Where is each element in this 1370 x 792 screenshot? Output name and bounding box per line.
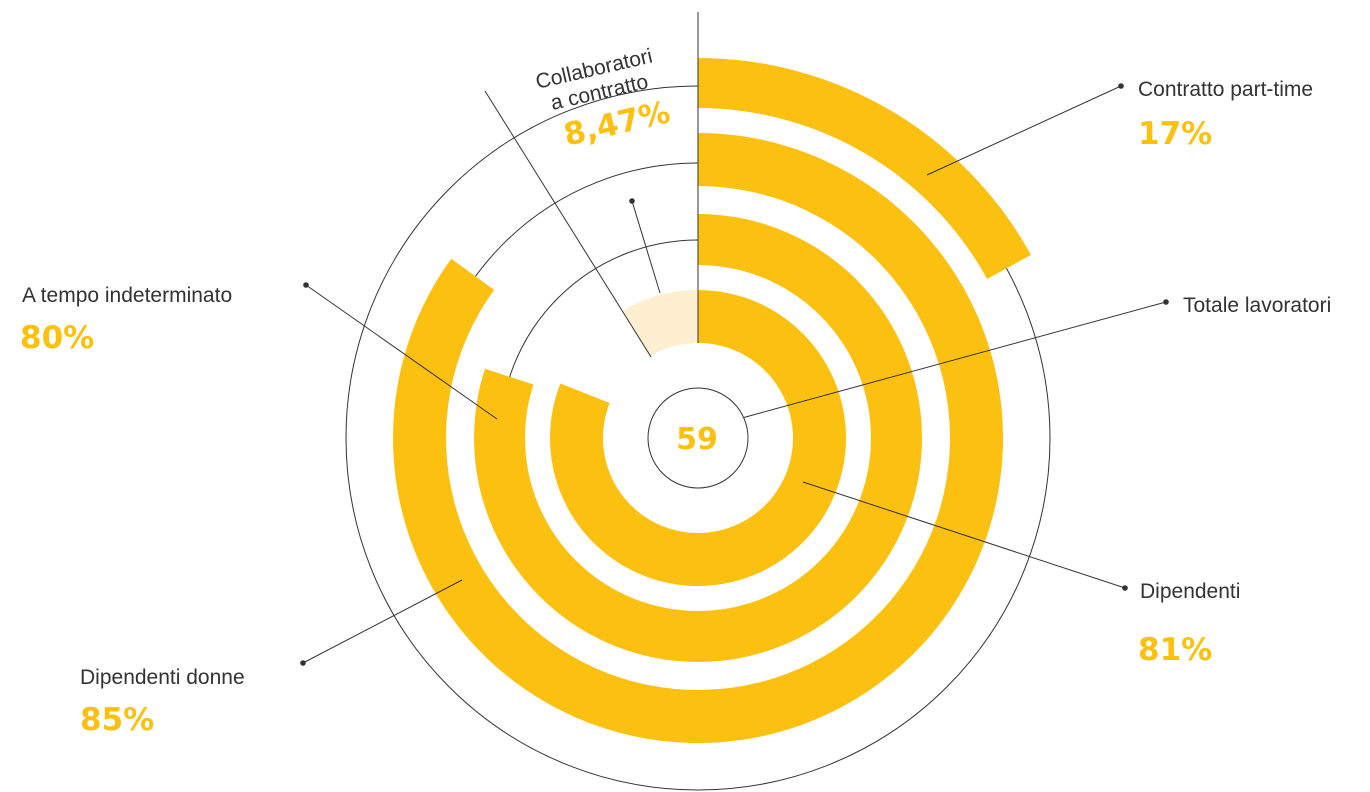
label-totale-lavoratori: Totale lavoratori bbox=[1183, 294, 1331, 317]
label-collaboratori: Collaboratori a contratto 8,47% bbox=[533, 45, 673, 154]
value-dipendenti: 81% bbox=[1138, 632, 1212, 668]
leader-collaboratori bbox=[631, 200, 661, 294]
bar-contratto-part-time bbox=[698, 58, 1031, 280]
center-circle bbox=[647, 387, 749, 489]
leader-collaboratori-boundary bbox=[484, 90, 652, 358]
value-contratto-part-time: 17% bbox=[1138, 116, 1212, 152]
leader-dot-totale-lavoratori bbox=[1163, 299, 1169, 305]
leader-dot-collaboratori bbox=[629, 198, 635, 204]
ring-bars bbox=[392, 58, 1031, 743]
center-value: 59 bbox=[676, 422, 718, 457]
leader-dot-contratto-part-time bbox=[1118, 83, 1124, 89]
leader-dot-dipendenti bbox=[1122, 585, 1128, 591]
leader-lines bbox=[300, 12, 1169, 666]
leader-totale-lavoratori bbox=[741, 301, 1167, 419]
leader-dot-a-tempo-indeterminato bbox=[303, 282, 309, 288]
leader-contratto-part-time bbox=[926, 85, 1122, 176]
leader-a-tempo-indeterminato bbox=[305, 284, 498, 420]
value-dipendenti-donne: 85% bbox=[80, 702, 154, 738]
leader-dot-dipendenti-donne bbox=[300, 660, 306, 666]
label-dipendenti: Dipendenti bbox=[1140, 580, 1240, 603]
bar-dipendenti bbox=[549, 290, 847, 586]
label-dipendenti-donne: Dipendenti donne bbox=[80, 666, 245, 689]
label-contratto-part-time: Contratto part-time bbox=[1138, 78, 1313, 101]
leader-dipendenti bbox=[802, 481, 1126, 589]
value-a-tempo-indeterminato: 80% bbox=[20, 320, 94, 356]
label-a-tempo-indeterminato: A tempo indeterminato bbox=[22, 284, 232, 307]
leader-dipendenti-donne bbox=[302, 579, 463, 664]
bar-collaboratori bbox=[622, 290, 698, 357]
